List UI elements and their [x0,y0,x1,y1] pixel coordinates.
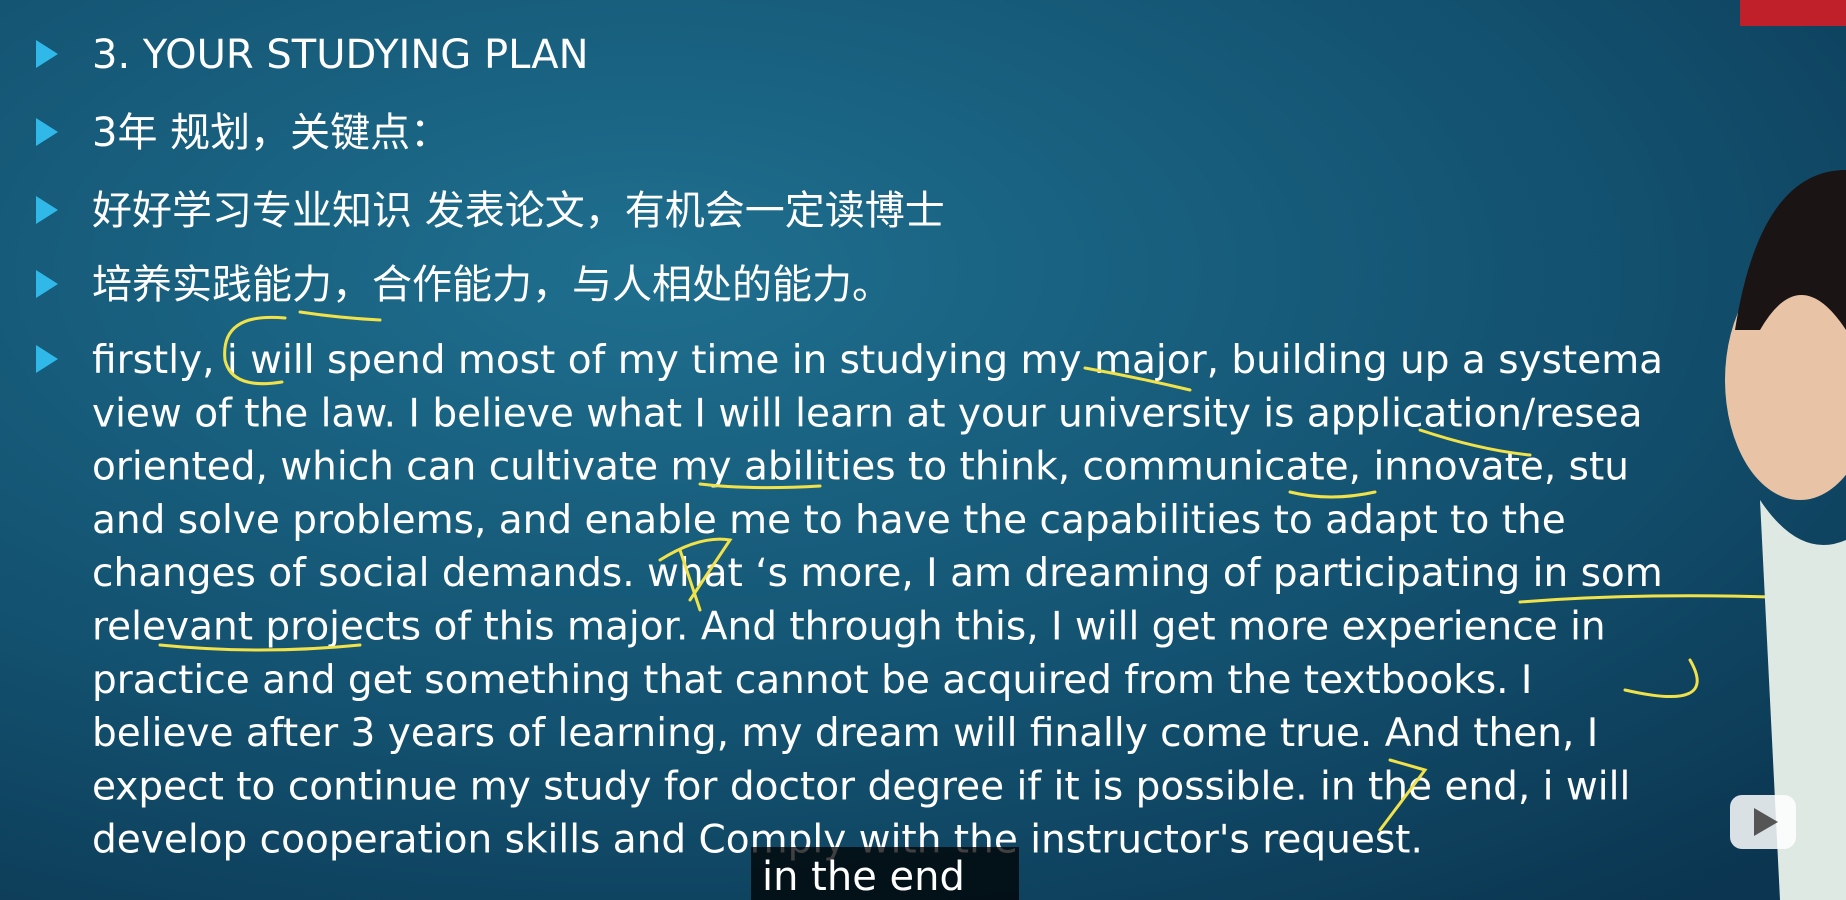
bullet-marker [36,40,58,68]
bullet-text: 培养实践能力，合作能力，与人相处的能力。 [92,262,892,308]
paragraph-line: firstly, i will spend most of my time in… [92,338,1663,383]
bullet-marker [36,345,58,373]
bullet-marker [36,118,58,146]
paragraph-line: and solve problems, and enable me to hav… [92,498,1566,543]
slide-content: 3. YOUR STUDYING PLAN 3年 规划，关键点： 好好学习专业知识 … [36,32,1663,863]
play-button[interactable] [1730,795,1796,849]
paragraph-line: relevant projects of this major. And thr… [92,605,1606,650]
paragraph-line: expect to continue my study for doctor d… [92,764,1630,809]
bullet-text: 好好学习专业知识 发表论文，有机会一定读博士 [92,188,945,234]
bullet-marker [36,270,58,298]
paragraph-line: changes of social demands. what ‘s more,… [92,551,1663,596]
bullet-text: 3年 规划，关键点： [92,110,450,156]
paragraph-line: view of the law. I believe what I will l… [92,391,1643,436]
corner-tab [1740,0,1846,26]
paragraph-line: practice and get something that cannot b… [92,658,1532,703]
paragraph-line: believe after 3 years of learning, my dr… [92,711,1598,756]
bullet-marker [36,196,58,224]
subtitle: in the end [762,854,965,900]
paragraph-line: oriented, which can cultivate my abiliti… [92,445,1629,490]
bullet-text: 3. YOUR STUDYING PLAN [92,32,589,78]
pen-annotations [158,310,1802,832]
subtitle-box [751,847,1019,900]
